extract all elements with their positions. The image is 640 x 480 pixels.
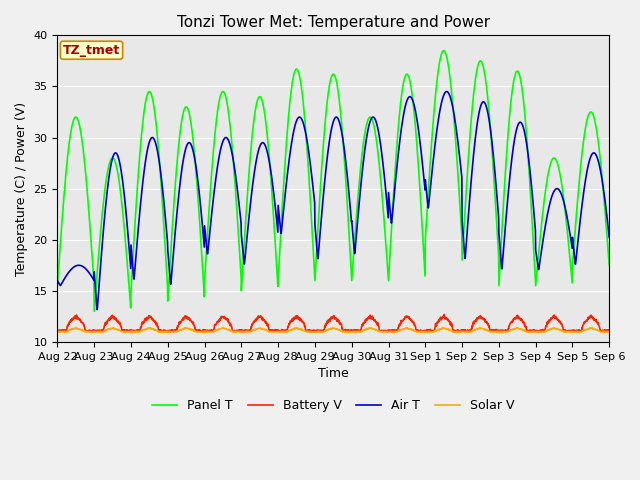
Battery V	[451, 329, 458, 335]
Air T	[93, 307, 101, 312]
Battery V	[339, 328, 346, 334]
X-axis label: Time: Time	[318, 367, 349, 380]
Solar V	[497, 329, 505, 335]
Air T	[396, 134, 404, 140]
Panel T	[440, 48, 447, 54]
Legend: Panel T, Battery V, Air T, Solar V: Panel T, Battery V, Air T, Solar V	[147, 394, 520, 417]
Air T	[582, 177, 589, 183]
Line: Solar V: Solar V	[58, 328, 609, 332]
Line: Panel T: Panel T	[58, 51, 609, 311]
Line: Battery V: Battery V	[58, 314, 609, 332]
Solar V	[292, 325, 300, 331]
Solar V	[54, 329, 61, 335]
Battery V	[54, 328, 61, 334]
Panel T	[54, 283, 61, 288]
Air T	[204, 246, 212, 252]
Solar V	[204, 329, 212, 335]
Title: Tonzi Tower Met: Temperature and Power: Tonzi Tower Met: Temperature and Power	[177, 15, 490, 30]
Air T	[54, 278, 61, 284]
Panel T	[605, 263, 613, 268]
Solar V	[156, 329, 164, 335]
Air T	[339, 136, 347, 142]
Panel T	[582, 125, 589, 131]
Battery V	[204, 328, 212, 334]
Battery V	[396, 321, 404, 326]
Battery V	[497, 329, 505, 335]
Text: TZ_tmet: TZ_tmet	[63, 44, 120, 57]
Panel T	[497, 236, 505, 242]
Battery V	[582, 319, 589, 325]
Panel T	[90, 308, 98, 314]
Solar V	[605, 329, 613, 335]
Air T	[443, 89, 451, 95]
Panel T	[204, 221, 212, 227]
Panel T	[339, 135, 347, 141]
Battery V	[156, 327, 164, 333]
Panel T	[157, 170, 164, 176]
Line: Air T: Air T	[58, 92, 609, 310]
Y-axis label: Temperature (C) / Power (V): Temperature (C) / Power (V)	[15, 102, 28, 276]
Air T	[605, 234, 613, 240]
Solar V	[396, 327, 404, 333]
Solar V	[339, 329, 347, 335]
Solar V	[449, 329, 457, 335]
Panel T	[396, 104, 404, 109]
Air T	[157, 167, 164, 173]
Air T	[497, 263, 505, 268]
Solar V	[582, 327, 589, 333]
Battery V	[605, 328, 613, 334]
Battery V	[440, 312, 448, 317]
